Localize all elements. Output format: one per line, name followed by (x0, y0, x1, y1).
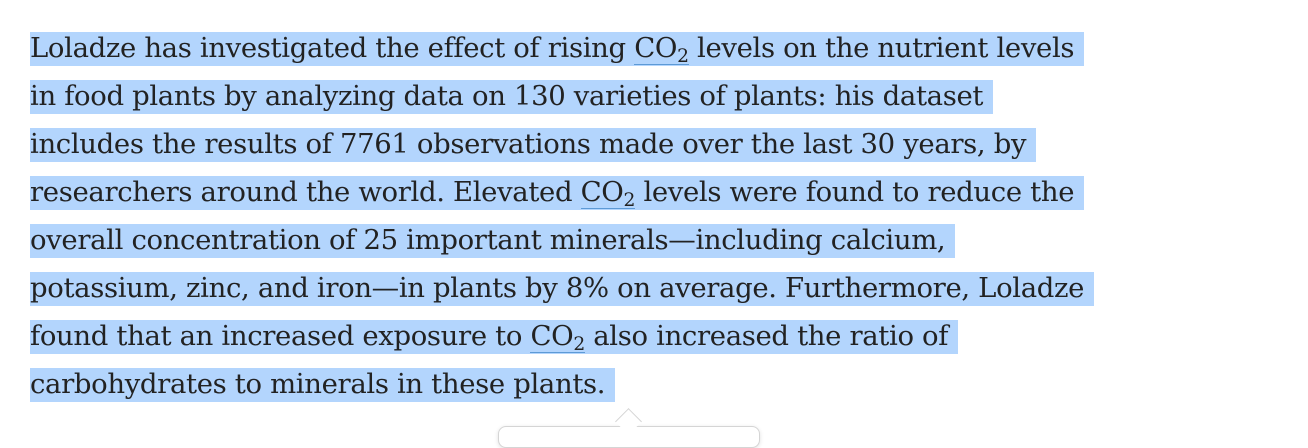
paragraph-line-8: carbohydrates to minerals in these plant… (30, 360, 1290, 408)
co2-term-link[interactable]: CO2 (530, 320, 585, 356)
selected-text[interactable]: includes the results of 7761 observation… (30, 128, 1037, 162)
selected-text[interactable]: in food plants by analyzing data on 130 … (30, 80, 994, 114)
selected-text[interactable]: found that an increased exposure to CO2 … (30, 320, 959, 356)
co2-term-link[interactable]: CO2 (634, 32, 689, 68)
selected-text[interactable]: Loladze has investigated the effect of r… (30, 32, 1085, 68)
selected-text[interactable]: overall concentration of 25 important mi… (30, 224, 956, 258)
co2-term-link[interactable]: CO2 (580, 176, 636, 212)
article-paragraph: Loladze has investigated the effect of r… (30, 24, 1290, 408)
paragraph-line-5: overall concentration of 25 important mi… (30, 216, 1290, 264)
paragraph-line-6: potassium, zinc, and iron—in plants by 8… (30, 264, 1290, 312)
paragraph-line-1: Loladze has investigated the effect of r… (30, 24, 1290, 72)
selected-text[interactable]: researchers around the world. Elevated C… (30, 176, 1085, 212)
selected-text[interactable]: potassium, zinc, and iron—in plants by 8… (30, 272, 1095, 306)
paragraph-line-4: researchers around the world. Elevated C… (30, 168, 1290, 216)
paragraph-line-7: found that an increased exposure to CO2 … (30, 312, 1290, 360)
paragraph-line-3: includes the results of 7761 observation… (30, 120, 1290, 168)
selected-text[interactable]: carbohydrates to minerals in these plant… (30, 368, 616, 402)
paragraph-line-2: in food plants by analyzing data on 130 … (30, 72, 1290, 120)
